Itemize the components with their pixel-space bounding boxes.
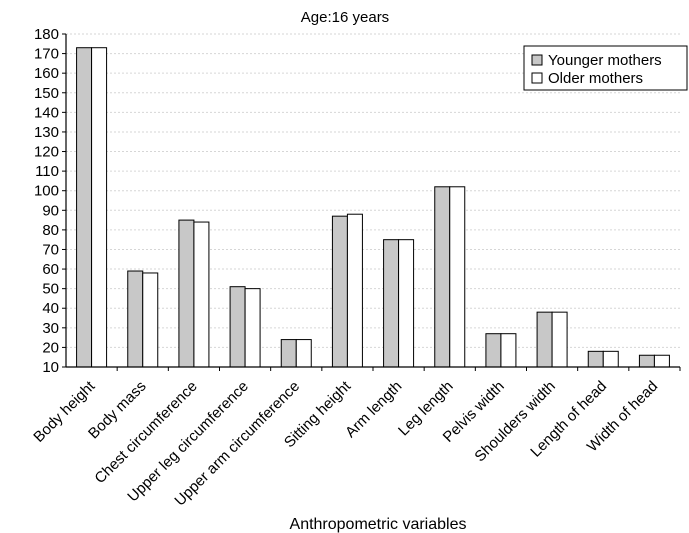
bar: [638, 354, 655, 368]
legend: Younger mothers Older mothers: [523, 45, 688, 91]
chart-title: Age:16 years: [301, 9, 389, 26]
bar: [280, 339, 297, 368]
y-tick-label: 80: [42, 222, 59, 239]
y-tick-label: 30: [42, 320, 59, 337]
bar: [449, 186, 466, 368]
x-axis-title: Anthropometric variables: [290, 516, 467, 533]
y-tick-label: 170: [34, 46, 59, 63]
bar: [127, 270, 144, 368]
x-tick-label: Body height: [30, 377, 99, 446]
y-tick-label: 110: [35, 163, 59, 180]
y-tick-label: 40: [42, 300, 59, 317]
bar: [653, 354, 670, 368]
y-tick-label: 140: [34, 104, 59, 121]
y-tick-label: 70: [42, 241, 59, 258]
bar: [91, 47, 108, 368]
bar: [500, 333, 517, 368]
y-tick-label: 150: [34, 85, 59, 102]
bar: [383, 239, 400, 368]
y-tick-label: 160: [34, 65, 59, 82]
legend-label-older: Older mothers: [548, 70, 643, 87]
legend-swatch-younger: [531, 54, 543, 66]
bar: [193, 221, 210, 368]
bar: [229, 286, 246, 368]
bar: [142, 272, 159, 368]
bar: [398, 239, 415, 368]
bar: [587, 350, 604, 368]
bar: [178, 219, 195, 368]
y-tick-label: 90: [42, 202, 59, 219]
bar: [244, 288, 261, 368]
y-tick-label: 20: [42, 339, 59, 356]
y-tick-label: 50: [42, 281, 59, 298]
bar: [295, 339, 312, 368]
y-tick-label: 10: [42, 359, 59, 376]
bar: [331, 215, 348, 368]
legend-box: [523, 45, 688, 91]
y-tick-label: 180: [34, 26, 59, 43]
y-tick-label: 130: [34, 124, 59, 141]
bar: [602, 350, 619, 368]
bars: [76, 47, 670, 368]
bar: [536, 311, 553, 368]
y-tick-label: 100: [34, 183, 59, 200]
y-tick-label: 60: [42, 261, 59, 278]
bar: [434, 186, 451, 368]
bar: [76, 47, 93, 368]
legend-label-younger: Younger mothers: [548, 52, 662, 69]
bar: [485, 333, 502, 368]
bar: [346, 213, 363, 368]
y-tick-label: 120: [34, 144, 59, 161]
y-axis-ticks: 10 20 30 40 50 60 70 80 90 100 110 120 130 140 150 160 1…: [34, 26, 66, 376]
bar: [551, 311, 568, 368]
legend-swatch-older: [531, 72, 543, 84]
